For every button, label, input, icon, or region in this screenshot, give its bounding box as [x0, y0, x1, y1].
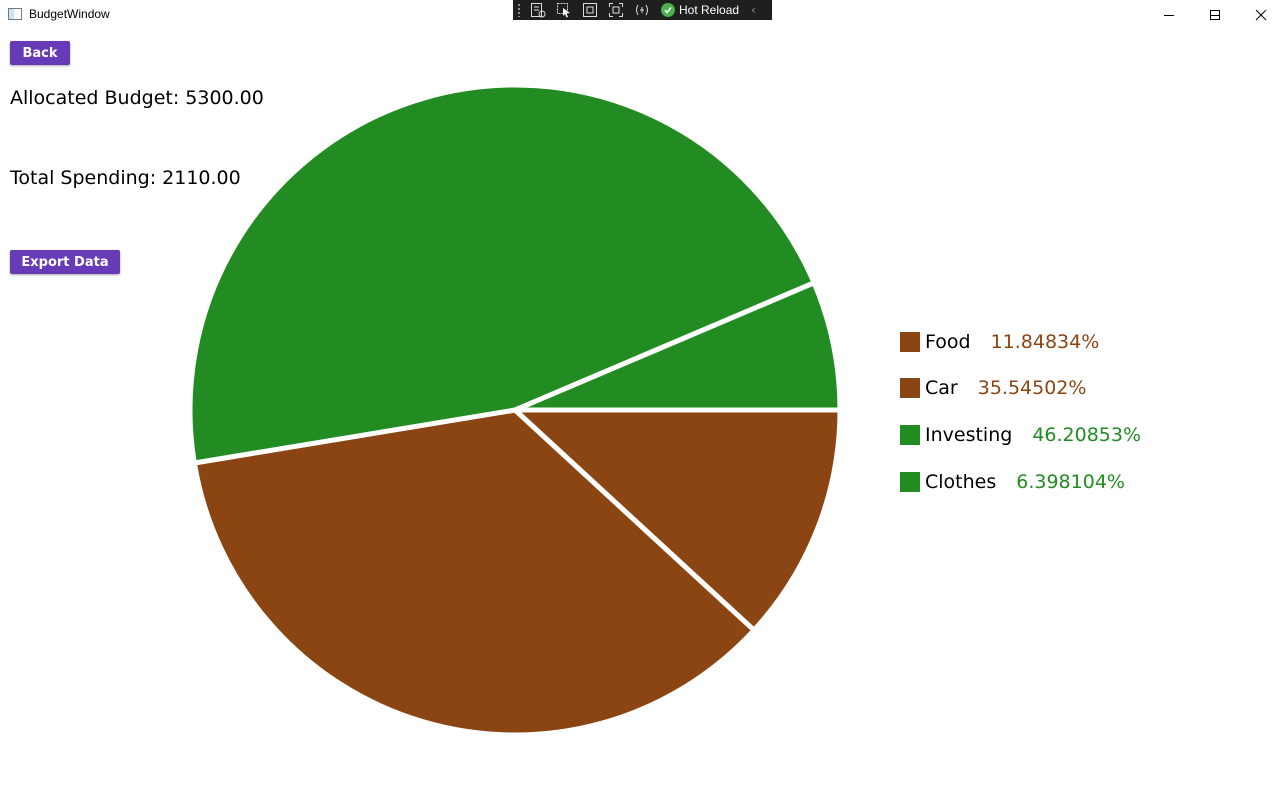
minimize-window-icon — [1164, 15, 1174, 16]
pie-slice-food — [512, 407, 843, 633]
legend-swatch — [900, 378, 920, 398]
select-element-icon — [557, 3, 570, 18]
collapse-toolbar-icon[interactable]: ‹ — [751, 3, 756, 17]
legend-swatch — [900, 425, 920, 445]
close-button[interactable] — [1238, 0, 1284, 30]
legend-item-clothes: Clothes 6.398104% — [900, 470, 1125, 494]
legend-item-car: Car 35.54502% — [900, 376, 1086, 400]
minimize-window-button[interactable] — [1146, 0, 1192, 30]
close-icon — [1255, 9, 1267, 21]
legend-label: Investing — [925, 424, 1013, 446]
maximize-icon — [1210, 10, 1220, 20]
track-focus-icon — [609, 3, 623, 17]
legend-percentage: 6.398104% — [1016, 471, 1125, 493]
legend-percentage: 11.84834% — [990, 331, 1100, 353]
back-button[interactable]: Back — [10, 41, 70, 65]
check-icon — [661, 3, 675, 17]
minimize-icon — [1210, 15, 1220, 16]
legend-swatch — [900, 332, 920, 352]
export-data-button[interactable]: Export Data — [10, 250, 120, 274]
hot-reload-status[interactable]: Hot Reload — [661, 3, 739, 17]
legend-percentage: 46.20853% — [1032, 424, 1142, 446]
legend-item-food: Food 11.84834% — [900, 330, 1099, 354]
debug-toolbar: Hot Reload ‹ — [513, 0, 772, 20]
toolbar-grip-icon[interactable] — [517, 3, 521, 17]
window-title: BudgetWindow — [29, 7, 110, 21]
minimize-button[interactable] — [1192, 0, 1238, 30]
total-spending-text: Total Spending: 2110.00 — [10, 167, 241, 189]
app-window-icon — [8, 8, 22, 20]
display-layout-adorners-button[interactable] — [579, 0, 601, 20]
maximize-button[interactable] — [1192, 0, 1238, 30]
pie-slice-car — [191, 407, 757, 738]
pie-slice-clothes — [512, 280, 843, 413]
legend-swatch — [900, 472, 920, 492]
binding-failures-button[interactable] — [631, 0, 653, 20]
hot-reload-label: Hot Reload — [679, 3, 740, 17]
layout-adorners-icon — [583, 3, 597, 17]
select-element-button[interactable] — [553, 0, 575, 20]
legend-label: Clothes — [925, 471, 997, 493]
legend-label: Food — [925, 331, 971, 353]
legend-percentage: 35.54502% — [977, 377, 1087, 399]
allocated-budget-text: Allocated Budget: 5300.00 — [10, 87, 264, 109]
legend-label: Car — [925, 377, 958, 399]
budget-pie-chart — [187, 82, 843, 738]
live-visual-tree-button[interactable] — [527, 0, 549, 20]
legend-item-investing: Investing 46.20853% — [900, 423, 1141, 447]
binding-failures-icon — [636, 4, 648, 16]
pie-slice-investing — [187, 82, 817, 466]
visual-tree-icon — [531, 3, 546, 18]
track-focused-element-button[interactable] — [605, 0, 627, 20]
